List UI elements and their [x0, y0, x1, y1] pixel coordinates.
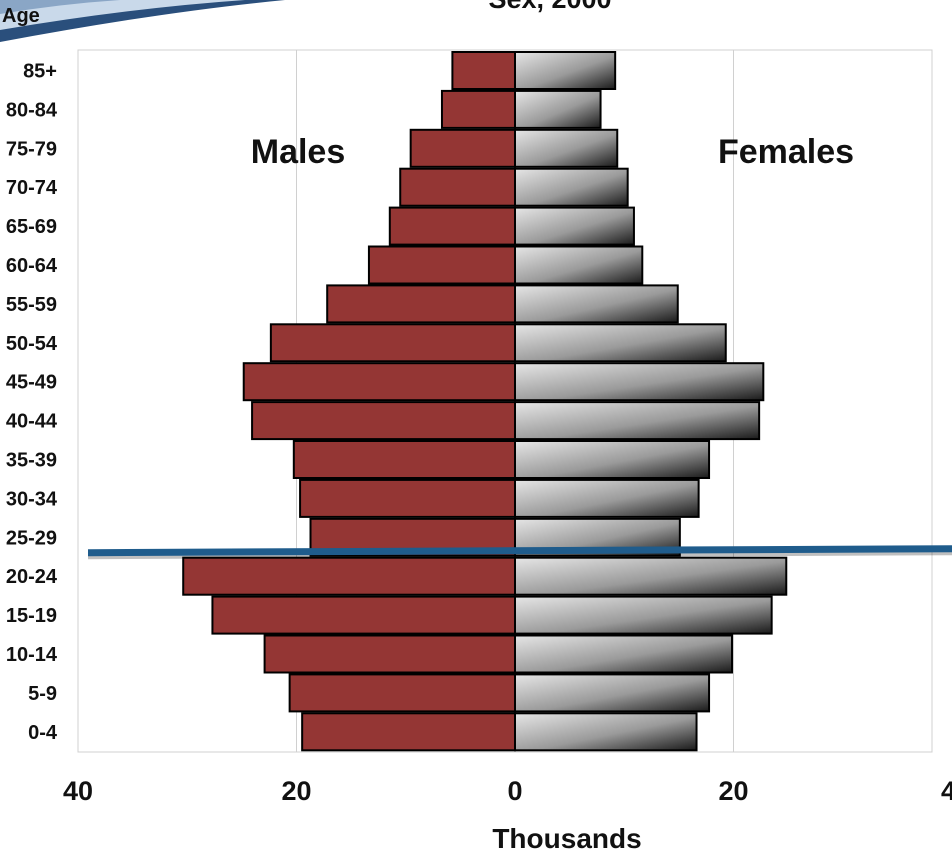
age-tick-label: 20-24: [6, 566, 58, 588]
x-axis-label: Thousands: [492, 823, 641, 854]
age-tick-label: 15-19: [6, 605, 57, 627]
male-bar-80-84: [440, 89, 516, 129]
female-bar-20-24: [514, 556, 788, 596]
female-bar-45-49: [514, 362, 765, 402]
age-tick-label: 25-29: [6, 527, 57, 549]
male-bar-0-4: [301, 712, 516, 752]
age-tick-label: 0-4: [28, 722, 58, 744]
female-bar-60-64: [514, 245, 644, 285]
female-bar-65-69: [514, 206, 635, 246]
age-tick-label: 55-59: [6, 294, 57, 316]
male-bar-35-39: [292, 440, 516, 479]
female-bar-75-79: [514, 128, 619, 168]
age-tick-label: 70-74: [6, 177, 58, 199]
female-bar-0-4: [514, 712, 698, 752]
male-bar-55-59: [326, 284, 516, 324]
male-bar-45-49: [242, 362, 517, 402]
male-bar-10-14: [263, 634, 516, 674]
female-bar-70-74: [514, 167, 629, 207]
female-bar-55-59: [514, 284, 679, 324]
age-tick-label: 80-84: [6, 99, 58, 121]
x-tick-label: 20: [281, 776, 311, 806]
female-bar-15-19: [514, 595, 773, 635]
female-bar-5-9: [514, 673, 711, 713]
x-tick-label: 40: [941, 776, 952, 806]
male-bar-65-69: [388, 206, 516, 246]
age-tick-label: 5-9: [28, 683, 57, 705]
age-tick-label: 30-34: [6, 488, 58, 510]
age-tick-label: 10-14: [6, 644, 58, 666]
female-bar-40-44: [514, 401, 761, 441]
age-tick-label: 50-54: [6, 333, 58, 355]
male-bar-15-19: [211, 595, 516, 635]
age-tick-label: 85+: [23, 61, 57, 83]
male-bar-70-74: [399, 167, 517, 207]
male-bar-50-54: [269, 323, 517, 363]
chart-title: Sex, 2000: [340, 0, 760, 15]
plot-frame: [77, 49, 933, 753]
x-tick-label: 0: [507, 776, 522, 806]
y-axis-label: Age: [2, 5, 40, 27]
age-tick-label: 40-44: [6, 411, 58, 433]
age-tick-label: 75-79: [6, 138, 57, 160]
age-tick-label: 45-49: [6, 372, 57, 394]
age-tick-label: 35-39: [6, 450, 57, 472]
header-swoosh: [0, 0, 285, 42]
male-bar-75-79: [409, 128, 517, 168]
male-bar-60-64: [367, 245, 516, 285]
female-bar-10-14: [514, 634, 734, 674]
females-annotation: Females: [718, 133, 854, 171]
male-bar-30-34: [299, 478, 516, 518]
reference-line: [87, 545, 952, 557]
female-bar-80-84: [514, 89, 602, 129]
female-bar-35-39: [514, 440, 711, 479]
male-bar-5-9: [288, 673, 516, 713]
age-tick-label: 65-69: [6, 216, 57, 238]
female-bar-30-34: [514, 478, 700, 518]
x-tick-label: 40: [63, 776, 93, 806]
x-tick-label: 20: [718, 776, 748, 806]
male-bar-20-24: [182, 556, 516, 596]
age-tick-label: 60-64: [6, 255, 58, 277]
male-bar-40-44: [251, 401, 516, 441]
female-bar-85+: [514, 51, 617, 90]
male-bar-85+: [451, 51, 516, 90]
males-annotation: Males: [251, 133, 346, 171]
female-bar-50-54: [514, 323, 727, 363]
